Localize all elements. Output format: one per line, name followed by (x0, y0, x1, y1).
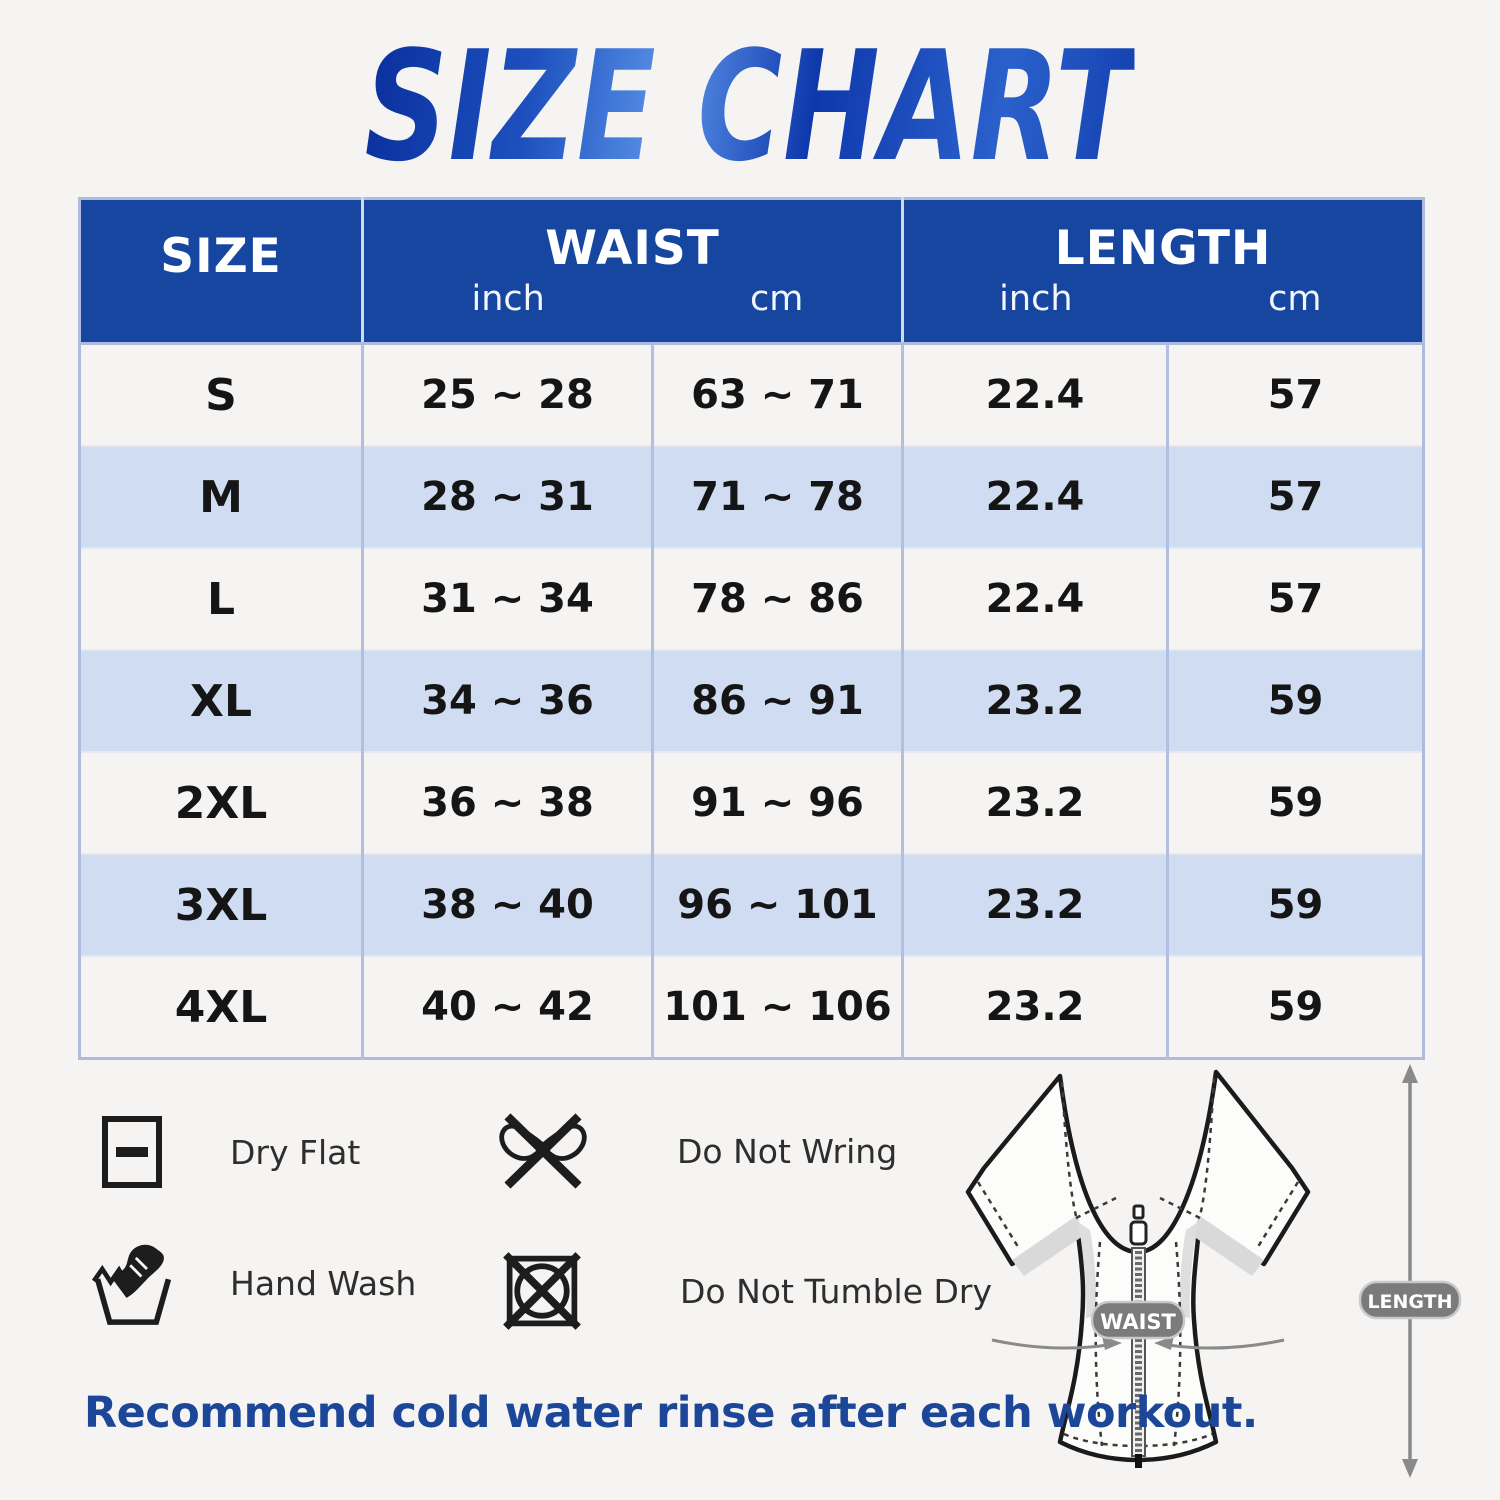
page-title-text: SIZE CHART (364, 18, 1136, 195)
care-label: Dry Flat (230, 1132, 361, 1172)
table-row-4xl: 4XL 40 ~ 42 101 ~ 106 23.2 59 (79, 955, 1424, 1059)
waist-inch-cell: 34 ~ 36 (361, 649, 653, 752)
waist-inch-cell: 31 ~ 34 (361, 547, 653, 650)
care-label: Hand Wash (230, 1263, 417, 1303)
table-header: SIZE WAIST inch cm LENGTH inch cm (79, 198, 1424, 345)
waist-inch-cell: 38 ~ 40 (361, 853, 653, 956)
waist-cm-cell: 86 ~ 91 (650, 649, 903, 752)
length-cm-cell: 57 (1166, 342, 1424, 446)
care-label: Do Not Tumble Dry (680, 1271, 993, 1311)
waist-badge: WAIST (1090, 1300, 1186, 1340)
table-row-2xl: 2XL 36 ~ 38 91 ~ 96 23.2 59 (79, 751, 1424, 854)
waist-cm-cell: 78 ~ 86 (650, 547, 903, 650)
waist-cm-cell: 96 ~ 101 (650, 853, 903, 956)
care-item-hand-wash: Hand Wash (91, 1238, 417, 1328)
length-badge: LENGTH (1358, 1280, 1462, 1320)
table-row-3xl: 3XL 38 ~ 40 96 ~ 101 23.2 59 (79, 853, 1424, 956)
waist-cm-cell: 71 ~ 78 (650, 445, 903, 548)
length-cm-cell: 59 (1166, 649, 1424, 752)
care-item-dry-flat: Dry Flat (100, 1115, 360, 1189)
size-chart-table: SIZE WAIST inch cm LENGTH inch cm (78, 197, 1426, 1060)
length-inch-cell: 22.4 (901, 445, 1168, 548)
waist-cm-cell: 91 ~ 96 (650, 751, 903, 854)
column-header-length: LENGTH inch cm (901, 198, 1424, 345)
page-title: SIZE CHART (0, 18, 1500, 195)
length-unit-cm: cm (1268, 279, 1322, 319)
length-cm-cell: 57 (1166, 445, 1424, 548)
do-not-tumble-dry-icon (502, 1248, 582, 1334)
table-row-m: M 28 ~ 31 71 ~ 78 22.4 57 (79, 445, 1424, 548)
care-label: Do Not Wring (677, 1131, 898, 1171)
waist-unit-cm: cm (750, 279, 804, 319)
length-units-row: inch cm (904, 282, 1422, 317)
size-cell: L (79, 547, 363, 650)
waist-inch-cell: 28 ~ 31 (361, 445, 653, 548)
care-item-do-not-tumble-dry: Do Not Tumble Dry (502, 1248, 992, 1334)
waist-cm-cell: 101 ~ 106 (650, 955, 903, 1059)
table-row-l: L 31 ~ 34 78 ~ 86 22.4 57 (79, 547, 1424, 650)
length-inch-cell: 23.2 (901, 955, 1168, 1059)
column-header-size: SIZE (79, 198, 363, 345)
length-inch-cell: 23.2 (901, 649, 1168, 752)
table-row-s: S 25 ~ 28 63 ~ 71 22.4 57 (79, 342, 1424, 446)
length-inch-cell: 23.2 (901, 751, 1168, 854)
waist-units-row: inch cm (364, 282, 901, 317)
column-header-waist: WAIST inch cm (360, 198, 903, 345)
length-cm-cell: 59 (1166, 955, 1424, 1059)
length-cm-cell: 59 (1166, 751, 1424, 854)
footer-note: Recommend cold water rinse after each wo… (84, 1388, 1258, 1438)
waist-inch-cell: 25 ~ 28 (361, 342, 653, 446)
waist-inch-cell: 36 ~ 38 (361, 751, 653, 854)
size-cell: S (79, 342, 363, 446)
waist-inch-cell: 40 ~ 42 (361, 955, 653, 1059)
length-inch-cell: 22.4 (901, 547, 1168, 650)
length-inch-cell: 23.2 (901, 853, 1168, 956)
do-not-wring-icon (495, 1110, 591, 1192)
size-cell: 2XL (79, 751, 363, 854)
dry-flat-icon (100, 1115, 164, 1189)
size-header-label: SIZE (160, 228, 282, 284)
length-cm-cell: 57 (1166, 547, 1424, 650)
length-header-label: LENGTH (1054, 221, 1272, 276)
waist-badge-label: WAIST (1100, 1310, 1176, 1334)
table-row-xl: XL 34 ~ 36 86 ~ 91 23.2 59 (79, 649, 1424, 752)
size-cell: 3XL (79, 853, 363, 956)
garment-diagram: WAIST LENGTH (948, 1050, 1462, 1495)
waist-cm-cell: 63 ~ 71 (650, 342, 903, 446)
length-cm-cell: 59 (1166, 853, 1424, 956)
size-cell: 4XL (79, 955, 363, 1059)
length-unit-inch: inch (999, 279, 1073, 319)
care-item-do-not-wring: Do Not Wring (495, 1110, 897, 1192)
hand-wash-icon (91, 1238, 174, 1328)
waist-unit-inch: inch (471, 279, 545, 319)
size-cell: XL (79, 649, 363, 752)
waist-header-label: WAIST (545, 221, 720, 276)
size-cell: M (79, 445, 363, 548)
length-inch-cell: 22.4 (901, 342, 1168, 446)
length-badge-label: LENGTH (1367, 1291, 1452, 1313)
